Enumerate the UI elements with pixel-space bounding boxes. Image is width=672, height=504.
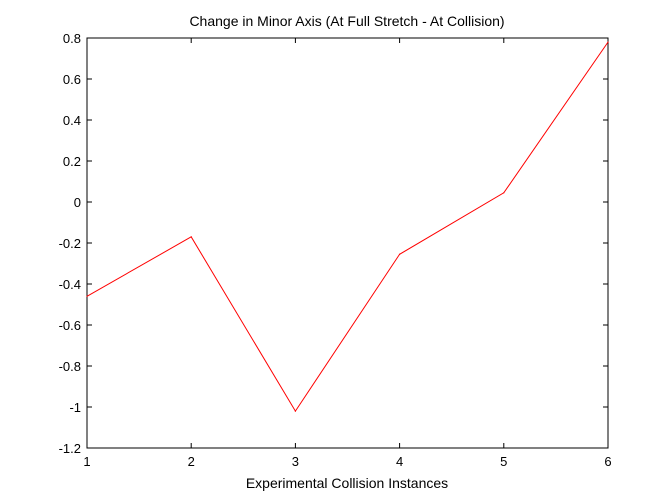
x-axis: 1 2 3 4 5 6 <box>83 38 612 469</box>
x-tick-label: 6 <box>604 454 611 469</box>
x-tick-label: 5 <box>500 454 507 469</box>
y-tick-label: -1.2 <box>59 441 81 456</box>
y-tick-label: 0.6 <box>63 72 81 87</box>
y-tick-label: -0.8 <box>59 359 81 374</box>
x-tick-label: 1 <box>83 454 90 469</box>
data-point <box>607 41 609 43</box>
y-tick-label: 0.8 <box>63 31 81 46</box>
x-tick-label: 3 <box>292 454 299 469</box>
data-point <box>190 236 192 238</box>
y-tick-label: 0.2 <box>63 154 81 169</box>
y-tick-label: 0.4 <box>63 113 81 128</box>
y-tick-label: -0.4 <box>59 277 81 292</box>
y-tick-label: -0.2 <box>59 236 81 251</box>
series-line <box>86 41 609 413</box>
x-axis-label: Experimental Collision Instances <box>246 475 448 491</box>
y-tick-label: -0.6 <box>59 318 81 333</box>
chart-title: Change in Minor Axis (At Full Stretch - … <box>189 13 504 29</box>
data-point <box>86 295 88 297</box>
y-tick-label: 0 <box>74 195 81 210</box>
data-point <box>503 192 505 194</box>
data-point <box>294 410 296 412</box>
x-tick-label: 4 <box>396 454 403 469</box>
data-point <box>399 253 401 255</box>
y-tick-label: -1 <box>69 400 81 415</box>
y-axis: -1.2 -1 -0.8 -0.6 -0.4 -0.2 0 0.2 0.4 0.6 0.8 <box>59 31 608 456</box>
x-tick-label: 2 <box>188 454 195 469</box>
plot-area <box>86 37 609 449</box>
series-group <box>86 41 609 413</box>
